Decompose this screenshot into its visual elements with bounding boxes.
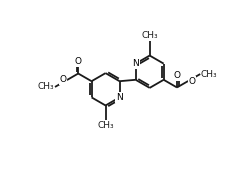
Text: O: O bbox=[173, 71, 181, 80]
Text: CH₃: CH₃ bbox=[201, 70, 218, 79]
Text: N: N bbox=[132, 59, 139, 68]
Text: CH₃: CH₃ bbox=[38, 83, 54, 92]
Text: O: O bbox=[189, 77, 196, 86]
Text: O: O bbox=[75, 57, 82, 66]
Text: N: N bbox=[116, 93, 123, 102]
Text: O: O bbox=[59, 75, 67, 84]
Text: CH₃: CH₃ bbox=[97, 121, 114, 130]
Text: CH₃: CH₃ bbox=[141, 31, 158, 40]
